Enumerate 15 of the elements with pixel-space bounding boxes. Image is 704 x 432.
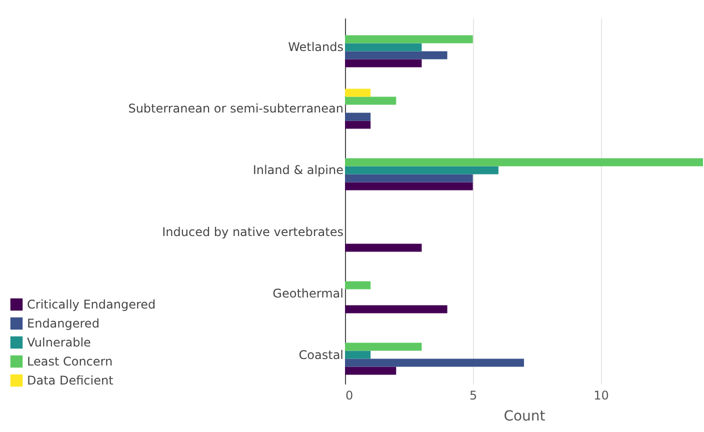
legend-label: Critically Endangered — [27, 298, 156, 312]
y-tick-label: Inland & alpine — [252, 163, 344, 178]
legend-label: Vulnerable — [27, 336, 91, 350]
legend-label: Least Concern — [27, 354, 113, 368]
y-tick-label: Coastal — [298, 348, 344, 362]
x-tick-label: 10 — [594, 388, 609, 402]
y-tick-label: Wetlands — [288, 40, 344, 54]
legend-label: Data Deficient — [27, 374, 114, 388]
y-tick-label: Geothermal — [272, 286, 344, 300]
x-tick-label: 5 — [470, 388, 478, 402]
y-tick-label: Subterranean or semi-subterranean — [128, 102, 344, 116]
x-axis-title: Count — [504, 408, 546, 424]
y-tick-label: Induced by native vertebrates — [162, 224, 344, 239]
legend-label: Endangered — [27, 316, 100, 330]
x-tick-label: 0 — [346, 388, 354, 402]
